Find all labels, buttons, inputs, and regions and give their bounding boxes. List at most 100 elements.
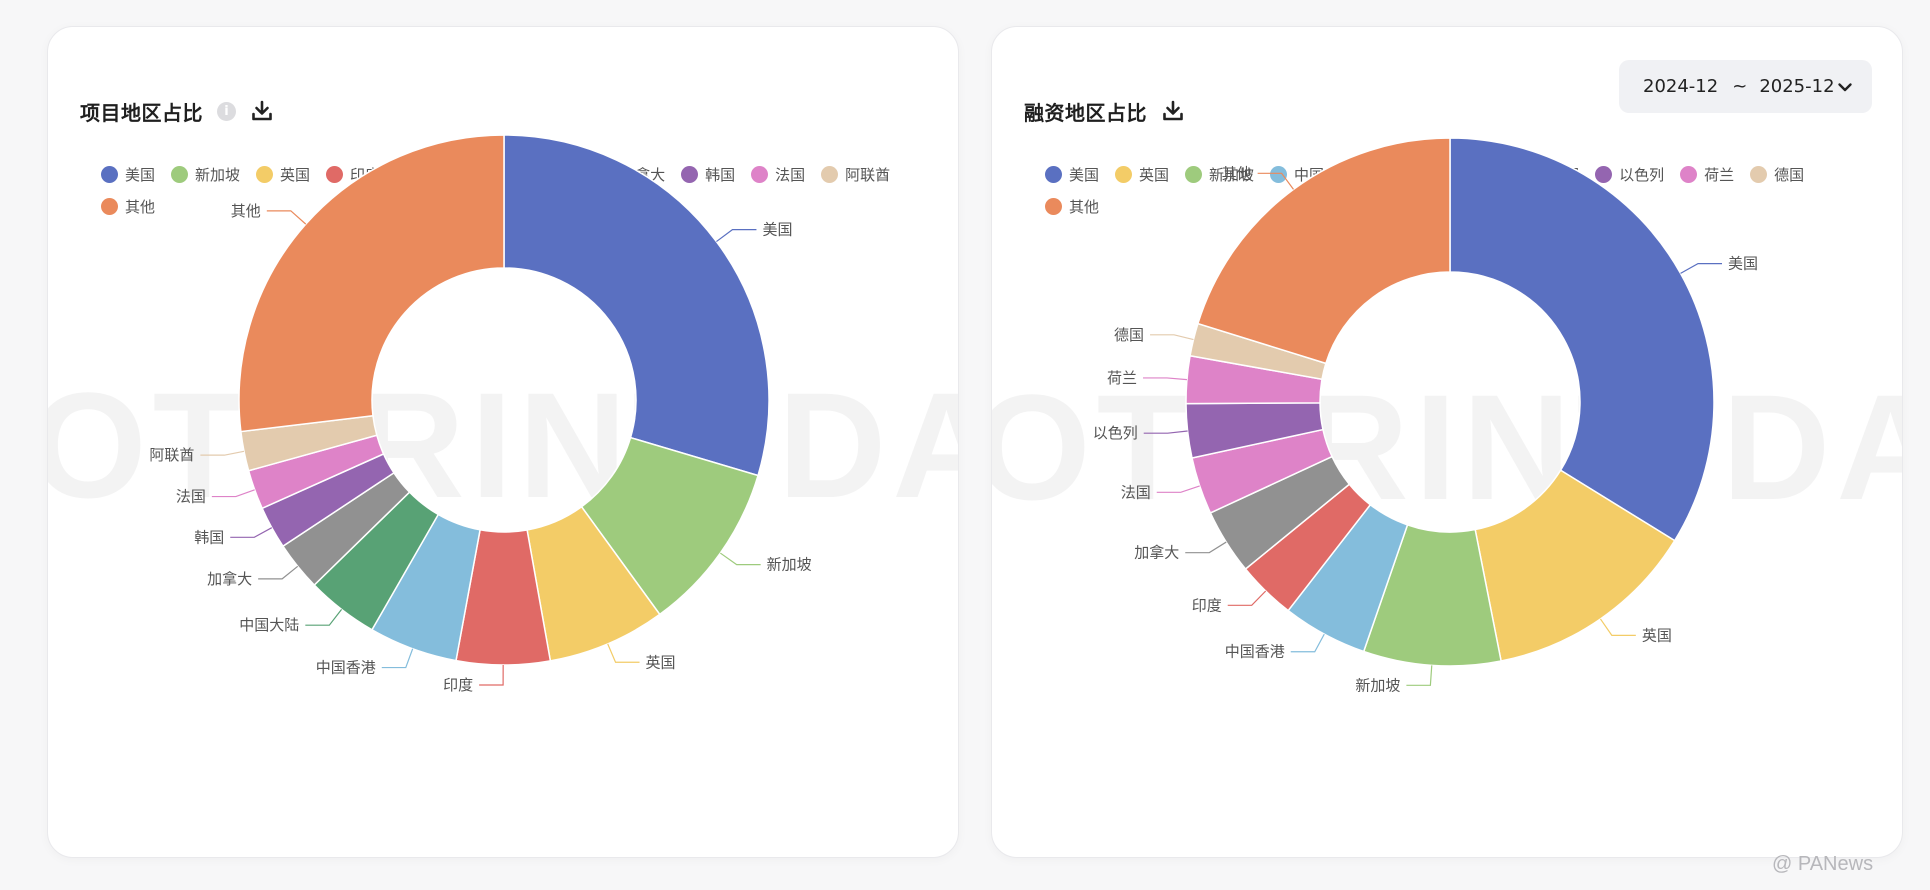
slice-label: 新加坡 [767, 556, 812, 574]
slice-label: 英国 [646, 653, 676, 671]
slice-leader-line [1227, 590, 1267, 606]
legend-swatch [821, 165, 839, 183]
donut-chart: FOOTPRINT DATA 美国新加坡英国印度中国香港中国大陆加拿大韩国法国阿… [48, 134, 958, 694]
slice-label: 德国 [1114, 326, 1144, 344]
slice-leader-line [211, 489, 255, 498]
legend-label: 美国 [1069, 165, 1100, 184]
legend-item[interactable]: 新加坡 [1185, 163, 1254, 185]
card-title: 融资地区占比 [1024, 100, 1147, 125]
legend-label: 德国 [1774, 165, 1805, 184]
legend-swatch [171, 165, 189, 183]
legend-item[interactable]: 英国 [256, 163, 310, 185]
legend-swatch [101, 165, 118, 183]
funding-region-card: 融资地区占比 2024-12 ~ 2025-12 美国英国新加坡中国香港印度加拿… [991, 26, 1903, 858]
info-icon[interactable]: i [217, 101, 236, 121]
legend-item[interactable]: 其他 [101, 195, 155, 217]
slice-label: 印度 [1192, 596, 1222, 614]
slice-label: 中国大陆 [239, 616, 299, 634]
slice-leader-line [1680, 263, 1723, 274]
slice-label: 阿联酋 [149, 446, 194, 464]
chevron-down-icon[interactable] [1836, 78, 1854, 96]
date-from: 2024-12 [1643, 76, 1719, 97]
legend-swatch [751, 165, 769, 183]
legend-swatch [1115, 165, 1133, 183]
legend-label: 英国 [1139, 165, 1170, 184]
donut-slice[interactable] [1474, 469, 1676, 662]
slice-label: 其他 [1222, 164, 1252, 182]
watermark: FOOTPRINT DATA [48, 361, 958, 529]
slice-leader-line [230, 527, 273, 538]
legend-swatch [1045, 165, 1062, 183]
legend-label: 新加坡 [1209, 165, 1255, 184]
legend-item[interactable]: 美国 [1045, 163, 1099, 185]
slice-label: 法国 [176, 488, 206, 506]
slice-leader-line [1185, 541, 1227, 554]
donut-slice[interactable] [503, 134, 770, 477]
legend-item[interactable]: 韩国 [681, 163, 735, 185]
legend-label: 阿联酋 [845, 165, 891, 184]
legend-item[interactable]: 荷兰 [1680, 163, 1734, 185]
legend-label: 其他 [125, 197, 156, 216]
legend-label: 新加坡 [195, 165, 241, 184]
legend-label: 其他 [1069, 197, 1100, 216]
legend-item[interactable]: 法国 [751, 163, 805, 185]
legend-swatch [1750, 165, 1768, 183]
legend-swatch [326, 165, 344, 183]
slice-label: 印度 [443, 676, 473, 694]
legend-label: 美国 [125, 165, 156, 184]
legend-swatch [1270, 165, 1288, 183]
legend-label: 法国 [775, 165, 806, 184]
slice-leader-line [200, 450, 245, 456]
donut-slice[interactable] [1449, 137, 1715, 542]
slice-leader-line [381, 648, 414, 669]
legend-item[interactable]: 英国 [1115, 163, 1169, 185]
legend-label: 荷兰 [1704, 165, 1735, 184]
slice-label: 加拿大 [207, 570, 252, 588]
slice-leader-line [716, 228, 757, 243]
legend-item[interactable]: 阿联酋 [821, 163, 890, 185]
slice-label: 英国 [1642, 626, 1672, 644]
date-range-picker[interactable]: 2024-12 ~ 2025-12 [1619, 60, 1872, 113]
legend-label: 英国 [280, 165, 311, 184]
card-title: 项目地区占比 [80, 100, 203, 125]
slice-leader-line [1406, 665, 1433, 686]
card-header: 融资地区占比 [1024, 95, 1185, 127]
download-icon[interactable] [250, 99, 274, 123]
date-separator: ~ [1732, 76, 1748, 97]
donut-chart: FOOTPRINT DATA 美国英国新加坡中国香港印度加拿大法国以色列荷兰德国… [992, 137, 1902, 694]
legend-label: 以色列 [1619, 165, 1665, 184]
slice-leader-line [305, 609, 343, 626]
slice-label: 中国香港 [1225, 643, 1285, 661]
slice-leader-line [1290, 633, 1325, 653]
watermark: FOOTPRINT DATA [992, 363, 1902, 531]
legend-item[interactable]: 德国 [1750, 163, 1804, 185]
legend-item[interactable]: 其他 [1045, 195, 1099, 217]
date-to: 2025-12 [1759, 76, 1835, 97]
slice-label: 美国 [1728, 255, 1758, 273]
slice-label: 其他 [231, 202, 261, 220]
slice-label: 新加坡 [1355, 676, 1400, 694]
card-header: 项目地区占比 i [80, 95, 274, 127]
legend-swatch [1595, 165, 1613, 183]
legend-label: 韩国 [705, 165, 736, 184]
slice-leader-line [258, 565, 299, 580]
slice-label: 加拿大 [1134, 544, 1179, 562]
slice-leader-line [1143, 377, 1187, 381]
slice-leader-line [1156, 485, 1200, 493]
donut-slice[interactable] [1196, 137, 1451, 365]
donut-slice[interactable] [238, 134, 505, 433]
slice-leader-line [1143, 430, 1188, 434]
slice-leader-line [1257, 172, 1294, 190]
legend-item[interactable]: 美国 [101, 163, 155, 185]
legend-item[interactable]: 新加坡 [171, 163, 240, 185]
slice-leader-line [719, 552, 761, 566]
download-icon[interactable] [1161, 99, 1185, 123]
footer-watermark: @ PANews [1772, 853, 1874, 875]
slice-label: 以色列 [1093, 424, 1138, 442]
legend-swatch [1045, 197, 1062, 215]
slice-label: 荷兰 [1107, 369, 1137, 387]
legend-item[interactable]: 以色列 [1595, 163, 1664, 185]
slice-label: 法国 [1121, 483, 1151, 501]
legend-swatch [681, 165, 699, 183]
